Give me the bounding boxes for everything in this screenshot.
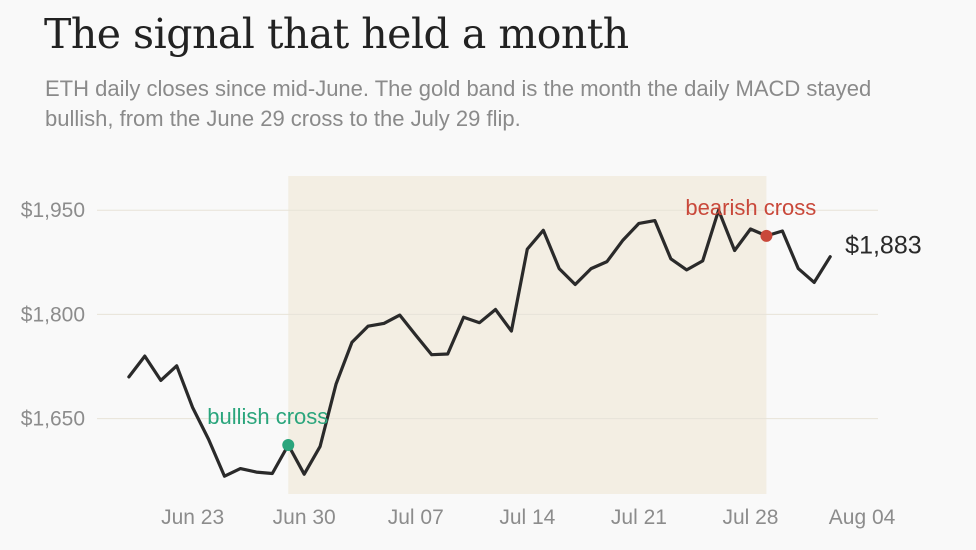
x-tick-label: Jul 14 — [499, 506, 555, 529]
x-tick-label: Aug 04 — [829, 506, 896, 529]
chart-subtitle: ETH daily closes since mid-June. The gol… — [45, 76, 872, 131]
bearish-cross-marker — [760, 229, 773, 242]
x-tick-label: Jul 28 — [722, 506, 778, 529]
x-tick-label: Jun 30 — [273, 506, 336, 529]
x-tick-label: Jul 07 — [388, 506, 444, 529]
chart-title: The signal that held a month — [44, 10, 629, 58]
eth-price-line — [127, 208, 832, 478]
x-tick-label: Jun 23 — [161, 506, 224, 529]
bearish-cross-label: bearish cross — [685, 195, 816, 220]
macd-bullish-band — [288, 176, 767, 494]
bullish-cross-marker — [282, 438, 295, 451]
y-tick-label: $1,800 — [21, 303, 85, 326]
y-tick-label: $1,650 — [21, 408, 85, 431]
x-tick-label: Jul 21 — [611, 506, 667, 529]
end-value-label: $1,883 — [845, 232, 921, 260]
y-tick-label: $1,950 — [21, 199, 85, 222]
bullish-cross-label: bullish cross — [207, 404, 328, 429]
